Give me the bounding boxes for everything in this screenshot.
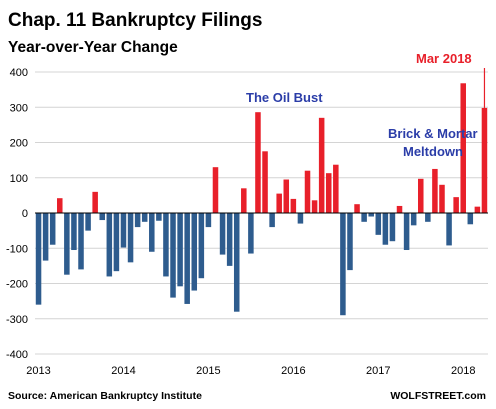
bar <box>177 213 183 287</box>
bar <box>481 107 488 213</box>
bar <box>35 213 42 305</box>
bar <box>432 168 438 213</box>
y-tick-label: 100 <box>10 173 28 185</box>
bar <box>134 213 141 228</box>
x-tick-label: 2014 <box>111 365 135 377</box>
bar <box>460 83 466 213</box>
bar <box>410 213 417 226</box>
y-tick-label: 300 <box>10 102 28 114</box>
bar <box>311 200 318 213</box>
bar <box>318 117 325 213</box>
chart-subtitle: Year-over-Year Change <box>8 39 178 56</box>
bar <box>78 213 84 270</box>
bar <box>347 213 353 271</box>
bar <box>99 213 105 221</box>
bar <box>226 213 233 266</box>
bar <box>42 213 49 261</box>
bar <box>290 198 297 213</box>
annotation-meltdown: Meltdown <box>403 144 463 159</box>
x-tick-label: 2018 <box>451 365 475 377</box>
bar <box>333 164 339 213</box>
bar <box>304 170 311 213</box>
bar <box>57 198 63 213</box>
bar <box>106 213 113 277</box>
bar <box>248 213 254 254</box>
bar <box>446 213 452 246</box>
annotation-mar-2018: Mar 2018 <box>416 51 472 66</box>
y-tick-label: -100 <box>6 243 28 255</box>
bar <box>325 173 332 213</box>
annotation-brick-mortar: Brick & Mortar <box>388 126 478 141</box>
bar <box>113 213 120 272</box>
bar <box>474 206 481 213</box>
bar <box>191 213 198 291</box>
bar <box>418 178 424 213</box>
bar <box>439 184 445 213</box>
bar <box>283 179 290 213</box>
source-note: Source: American Bankruptcy Institute <box>8 390 202 402</box>
y-axis-ticks: 400 300 200 100 0 -100 -200 -300 -400 <box>6 67 28 361</box>
bar <box>212 167 219 213</box>
bar <box>361 213 367 222</box>
bar <box>156 213 162 221</box>
bar <box>120 213 127 248</box>
bars <box>35 83 488 316</box>
x-tick-label: 2013 <box>26 365 50 377</box>
bar <box>375 213 382 235</box>
bar <box>170 213 176 298</box>
bar <box>276 193 282 213</box>
bar <box>64 213 70 275</box>
bar <box>403 213 410 251</box>
bar <box>425 213 431 222</box>
y-tick-label: 0 <box>22 208 28 220</box>
bar <box>92 191 98 213</box>
bar <box>205 213 212 228</box>
x-tick-label: 2016 <box>281 365 305 377</box>
bar <box>467 213 474 225</box>
chart-title: Chap. 11 Bankruptcy Filings <box>8 10 262 31</box>
bar <box>49 213 56 245</box>
annotations: The Oil Bust Brick & Mortar Meltdown Mar… <box>246 51 486 159</box>
bar <box>297 213 304 224</box>
bar <box>71 213 77 251</box>
bar <box>262 151 268 213</box>
bar <box>241 188 247 213</box>
bar <box>127 213 134 263</box>
bar <box>354 204 360 213</box>
bar <box>396 205 403 213</box>
y-tick-label: -200 <box>6 279 28 291</box>
x-axis-ticks: 2013 2014 2015 2016 2017 2018 <box>26 365 475 377</box>
bar <box>198 213 205 279</box>
bar <box>255 112 261 213</box>
brand-label: WOLFSTREET.com <box>390 390 486 402</box>
x-tick-label: 2015 <box>196 365 220 377</box>
y-tick-label: 200 <box>10 138 28 150</box>
bar <box>382 213 389 245</box>
bar <box>233 213 240 312</box>
bar <box>141 213 148 222</box>
annotation-oil-bust: The Oil Bust <box>246 90 323 105</box>
bar <box>453 197 459 213</box>
bar <box>368 213 374 217</box>
bar <box>340 213 346 316</box>
bar <box>149 213 155 252</box>
bar <box>269 213 275 228</box>
bar <box>219 213 226 255</box>
y-tick-label: -300 <box>6 314 28 326</box>
bar <box>184 213 190 304</box>
y-tick-label: 400 <box>10 67 28 79</box>
bar <box>163 213 169 277</box>
y-tick-label: -400 <box>6 349 28 361</box>
bar <box>85 213 91 231</box>
bar <box>389 213 396 242</box>
x-tick-label: 2017 <box>366 365 390 377</box>
